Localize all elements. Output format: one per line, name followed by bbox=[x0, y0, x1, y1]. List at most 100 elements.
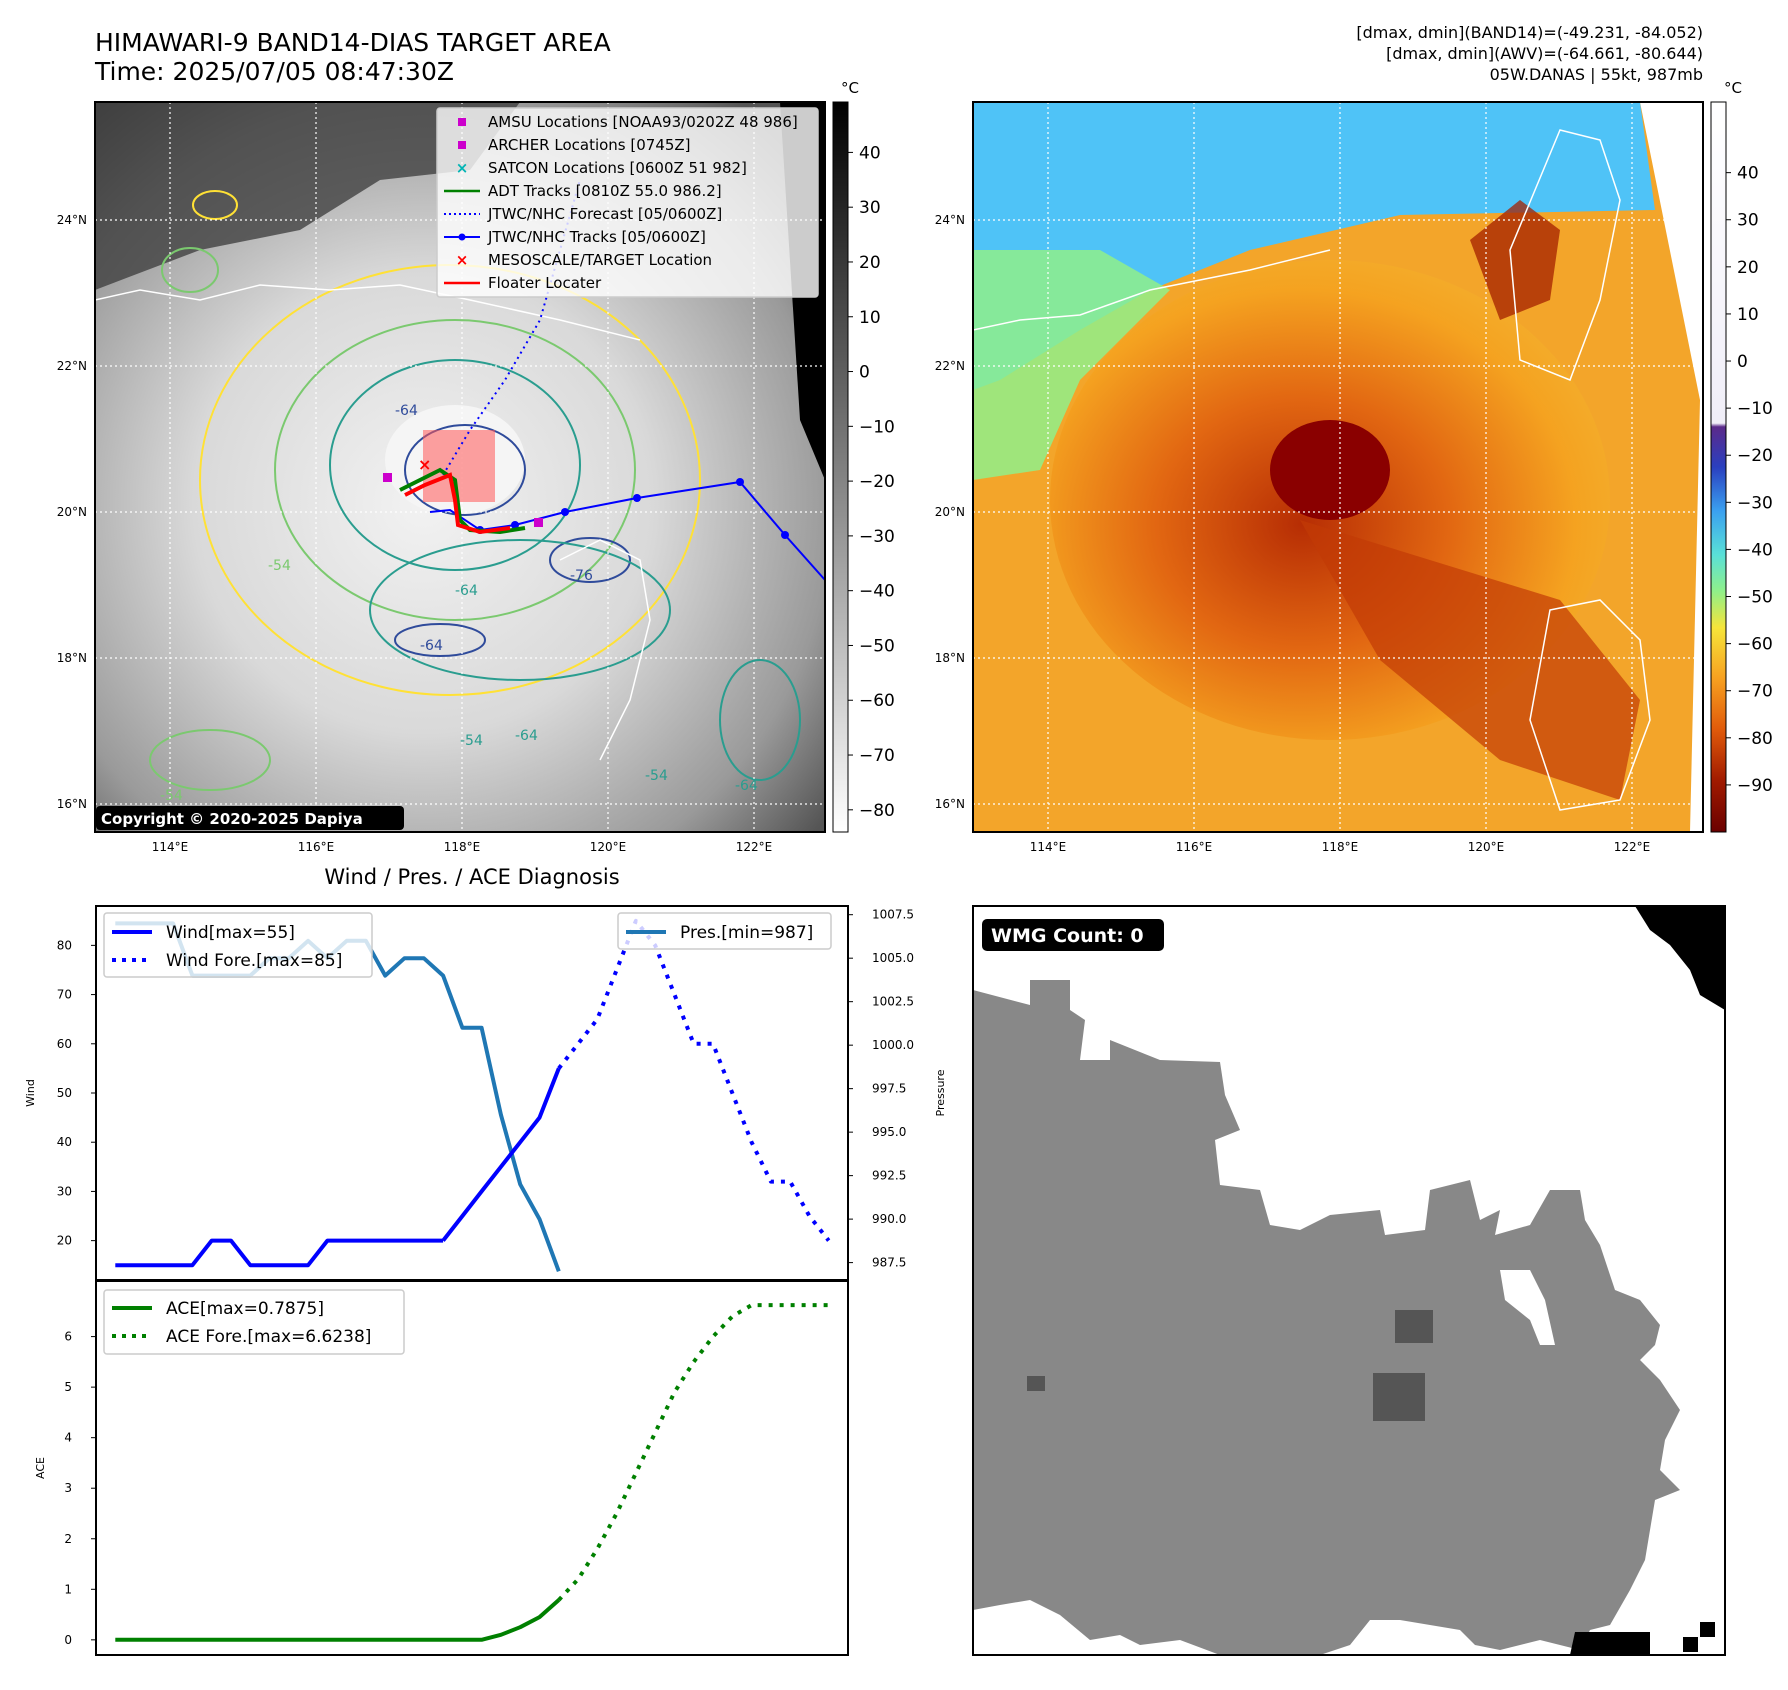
wind-legend: Wind[max=55] Wind Fore.[max=85] bbox=[103, 912, 373, 978]
colorbar-tick-label: −50 bbox=[1737, 588, 1773, 608]
lat-label: 20°N bbox=[935, 505, 965, 519]
colorbar-tick-label: −10 bbox=[859, 417, 895, 437]
contour-label: -54 bbox=[268, 558, 291, 574]
colorbar-tick-label: −90 bbox=[1737, 776, 1773, 796]
left-colorbar: °C 40 30 20 10 0 −10 −20 −30 −40 −50 −60 −70 −80 bbox=[832, 79, 895, 833]
right-map-lat-labels: 24°N 22°N 20°N 18°N 16°N bbox=[935, 213, 965, 811]
legend-label: JTWC/NHC Forecast [05/0600Z] bbox=[487, 205, 722, 223]
legend-label: JTWC/NHC Tracks [05/0600Z] bbox=[487, 228, 706, 246]
lat-label: 16°N bbox=[57, 797, 87, 811]
colorbar-tick-label: 30 bbox=[1737, 211, 1759, 231]
legend-box bbox=[436, 107, 819, 298]
wmg-frame bbox=[972, 905, 1726, 1656]
taiwan-coastline bbox=[1509, 129, 1621, 381]
green-band bbox=[973, 250, 1170, 480]
left-map-lat-labels: 24°N 22°N 20°N 18°N 16°N bbox=[57, 213, 87, 811]
y-tick-label: 5 bbox=[64, 1380, 72, 1394]
storm-info: 05W.DANAS | 55kt, 987mb bbox=[1490, 65, 1703, 84]
lon-label: 116°E bbox=[1176, 840, 1213, 854]
lon-label: 122°E bbox=[1614, 840, 1651, 854]
colorbar-tick-label: −20 bbox=[1737, 446, 1773, 466]
lat-label: 22°N bbox=[57, 359, 87, 373]
legend-label: AMSU Locations [NOAA93/0202Z 48 986] bbox=[488, 113, 798, 131]
legend-square-marker bbox=[458, 141, 466, 149]
dmax-awv-info: [dmax, dmin](AWV)=(-64.661, -80.644) bbox=[1386, 44, 1703, 63]
colorbar-tick-label: 10 bbox=[859, 308, 881, 328]
copyright-badge bbox=[96, 806, 404, 830]
y-tick-label: 990.0 bbox=[872, 1212, 906, 1226]
contour-line bbox=[329, 359, 581, 571]
floater-track bbox=[404, 472, 511, 535]
ace-axis-label: ACE bbox=[34, 1457, 47, 1479]
colorbar-tick-label: −30 bbox=[859, 527, 895, 547]
legend-square-marker bbox=[458, 118, 466, 126]
wmg-black-cell bbox=[1700, 1622, 1715, 1637]
china-coastline bbox=[973, 249, 1331, 331]
lat-label: 24°N bbox=[935, 213, 965, 227]
coastline bbox=[559, 539, 651, 761]
lon-label: 116°E bbox=[298, 840, 335, 854]
gray-colorbar bbox=[832, 101, 849, 833]
y-tick-label: 60 bbox=[57, 1037, 72, 1051]
lon-label: 114°E bbox=[152, 840, 189, 854]
left-map-lon-labels: 114°E 116°E 118°E 120°E 122°E bbox=[152, 840, 773, 854]
colorbar-tick-label: −30 bbox=[1737, 493, 1773, 513]
y-tick-label: 80 bbox=[57, 938, 72, 952]
colorbar-tick-label: −20 bbox=[859, 472, 895, 492]
legend-x-marker: × bbox=[456, 159, 469, 177]
legend-label: ARCHER Locations [0745Z] bbox=[488, 136, 691, 154]
storm-eye-cold-top bbox=[1270, 420, 1390, 520]
left-ir-map: × -64 -54 -64 -76 -64 -64 -54 -54 -64 -5… bbox=[57, 101, 826, 854]
legend-label: SATCON Locations [0600Z 51 982] bbox=[488, 159, 747, 177]
legend-x-marker: × bbox=[456, 251, 469, 269]
right-gridlines bbox=[973, 102, 1703, 832]
contour-label: -64 bbox=[455, 583, 478, 599]
color-colorbar bbox=[1710, 101, 1727, 833]
lon-label: 120°E bbox=[590, 840, 627, 854]
wmg-count-label: WMG Count: 0 bbox=[991, 925, 1144, 947]
pressure-legend-label: Pres.[min=987] bbox=[680, 923, 813, 943]
y-tick-label: 40 bbox=[57, 1135, 72, 1149]
right-map-lon-labels: 114°E 116°E 118°E 120°E 122°E bbox=[1030, 840, 1651, 854]
contour-line bbox=[369, 539, 671, 681]
contour-line bbox=[404, 424, 526, 516]
wind-forecast-line bbox=[557, 918, 831, 1242]
y-tick-label: 70 bbox=[57, 988, 72, 1002]
colorbar-tick-label: −60 bbox=[859, 691, 895, 711]
dmax-band14-info: [dmax, dmin](BAND14)=(-49.231, -84.052) bbox=[1356, 23, 1703, 42]
contour-line bbox=[149, 729, 271, 791]
y-tick-label: 20 bbox=[57, 1234, 72, 1248]
lat-label: 22°N bbox=[935, 359, 965, 373]
lon-label: 118°E bbox=[444, 840, 481, 854]
contour-line bbox=[719, 659, 801, 781]
wmg-black-corner bbox=[1635, 906, 1725, 1010]
colorbar-unit: °C bbox=[1724, 79, 1742, 97]
colorbar-tick-label: 30 bbox=[859, 198, 881, 218]
dark-clear-region bbox=[95, 102, 520, 290]
wind-axis-label: Wind bbox=[24, 1079, 37, 1107]
colorbar-tick-label: 40 bbox=[1737, 164, 1759, 184]
contour-label: -64 bbox=[515, 728, 538, 744]
right-colorbar: °C 40 30 20 10 0 −10 −20 −30 −40 −50 −60 −70 −80 −90 bbox=[1710, 79, 1773, 833]
rainband bbox=[1300, 520, 1640, 800]
y-tick-label: 2 bbox=[64, 1532, 72, 1546]
contour-line bbox=[192, 190, 238, 220]
y-tick-label: 995.0 bbox=[872, 1125, 906, 1139]
copyright-text: Copyright © 2020-2025 Dapiya bbox=[101, 810, 363, 828]
contour-label: -64 bbox=[735, 778, 758, 794]
contour-line bbox=[274, 319, 636, 621]
contour-label: -64 bbox=[420, 638, 443, 654]
contour-line bbox=[161, 247, 219, 293]
wind-line bbox=[115, 1238, 444, 1268]
contour-label: -54 bbox=[160, 788, 183, 804]
lon-label: 122°E bbox=[736, 840, 773, 854]
colorbar-tick-label: 0 bbox=[859, 363, 870, 383]
contour-label: -76 bbox=[570, 568, 593, 584]
wmg-dark-cell bbox=[1373, 1373, 1425, 1421]
colorbar-unit: °C bbox=[841, 79, 859, 97]
archer-marker bbox=[534, 518, 543, 527]
colorbar-tick-label: −70 bbox=[1737, 682, 1773, 702]
floater-locater-box bbox=[423, 430, 495, 502]
y-tick-label: 3 bbox=[64, 1481, 72, 1495]
